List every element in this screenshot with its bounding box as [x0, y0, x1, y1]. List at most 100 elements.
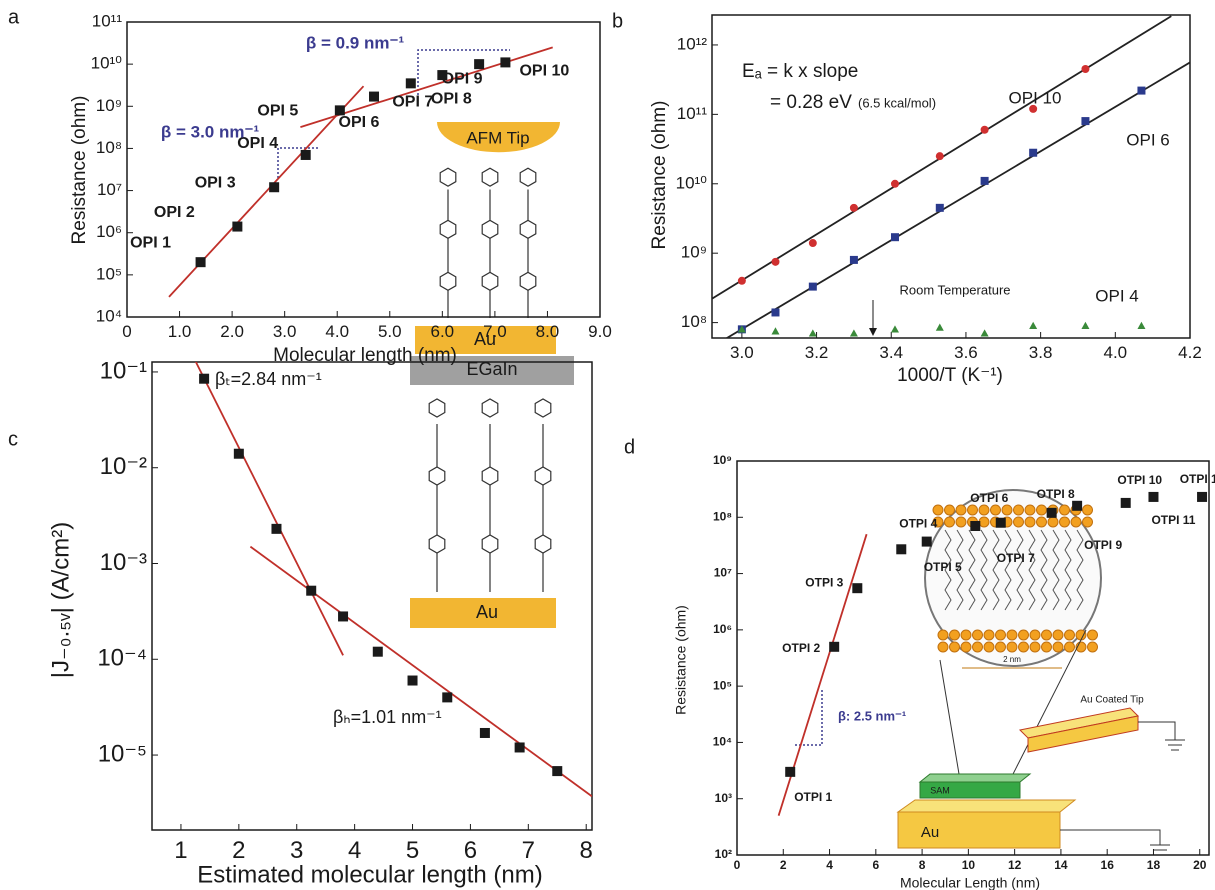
point-label: OPI 4 [237, 135, 278, 152]
y-tick-label: 10³ [715, 791, 732, 805]
annotation: β: 2.5 nm⁻¹ [838, 708, 906, 723]
au-substrate [410, 598, 556, 628]
atom [1052, 629, 1064, 641]
plot-frame [151, 361, 593, 831]
inset-label: 2 nm [1003, 655, 1021, 664]
afm-tip [437, 122, 560, 153]
point [785, 766, 796, 777]
atom [932, 504, 944, 516]
point-label: OPI 1 [130, 234, 171, 251]
atom [1087, 641, 1098, 653]
y-tick-label: 10¹² [677, 34, 708, 53]
annotation: (6.5 kcal/mol) [858, 95, 936, 110]
point-label: OPI 10 [519, 63, 569, 80]
atom [1064, 629, 1075, 641]
chain [992, 529, 1000, 611]
atom [1041, 629, 1052, 641]
wire-ground [1060, 829, 1170, 856]
tip-block [1027, 715, 1139, 753]
atom [949, 629, 960, 641]
chain [1016, 529, 1024, 611]
point-label: OTPI 8 [1037, 487, 1075, 501]
y-tick-label: 10⁴ [96, 306, 122, 325]
zoom-line [1009, 629, 1087, 781]
x-tick-label: 3.2 [805, 343, 829, 362]
y-axis-label: |J₋₀.₅ᵥ| (A/cm²) [47, 522, 74, 678]
point-label: OPI 8 [431, 90, 472, 107]
atom [972, 641, 983, 653]
inset-label: Au [474, 329, 496, 349]
annotation: β = 3.0 nm⁻¹ [161, 122, 260, 141]
fit-line [712, 15, 1172, 300]
guides [277, 49, 823, 746]
y-tick-label: 10⁻⁴ [97, 645, 147, 672]
atom [960, 629, 972, 641]
point-label: OTPI 4 [899, 516, 937, 530]
x-tick-label: 20 [1193, 858, 1207, 872]
atom [1059, 504, 1070, 516]
point-label: OPI 9 [442, 70, 483, 87]
ring [519, 167, 537, 187]
point [1081, 65, 1090, 74]
x-tick-label: 6.0 [431, 322, 455, 341]
point [935, 152, 944, 161]
atom [978, 516, 990, 528]
point [896, 544, 907, 555]
x-tick-label: 12 [1008, 858, 1022, 872]
point [1029, 148, 1038, 157]
x-tick-label: 8 [919, 858, 926, 872]
point-label: OTPI 11 [1151, 513, 1195, 527]
x-tick-label: 2.0 [220, 322, 244, 341]
point [1046, 507, 1057, 518]
point [970, 521, 981, 532]
atom [944, 504, 955, 516]
annotation: βₕ=1.01 nm⁻¹ [333, 707, 442, 727]
atom [1006, 641, 1018, 653]
x-tick-label: 5.0 [378, 322, 402, 341]
plot-frame [711, 14, 1191, 339]
chain [1028, 529, 1036, 611]
atom [937, 629, 949, 641]
atom [960, 641, 972, 653]
atom [1036, 516, 1047, 528]
point [1120, 497, 1131, 508]
panel-letter: b [612, 10, 623, 32]
point [890, 233, 899, 242]
x-axis-label: Estimated molecular length (nm) [197, 861, 542, 888]
ring [481, 466, 499, 486]
y-tick-label: 10⁻² [100, 453, 147, 480]
x-tick-label: 3.6 [954, 343, 978, 362]
chain [1040, 529, 1048, 611]
atom [1013, 504, 1024, 516]
point [306, 585, 317, 596]
x-tick-label: 14 [1054, 858, 1068, 872]
ring [519, 271, 537, 291]
atom [1070, 516, 1082, 528]
point [1137, 86, 1146, 95]
point [980, 125, 989, 134]
point [771, 257, 780, 266]
point-label: OTPI 3 [805, 575, 843, 589]
chain [956, 529, 964, 611]
point [771, 327, 780, 335]
zoom-line [939, 659, 961, 781]
atom [1018, 629, 1029, 641]
y-tick-label: 10⁸ [96, 138, 122, 157]
y-tick-label: 10¹⁰ [676, 173, 708, 192]
point [890, 325, 899, 333]
atom [1024, 516, 1036, 528]
point-label: OTPI 7 [997, 551, 1035, 565]
point [995, 517, 1006, 528]
x-tick-label: 9.0 [588, 322, 612, 341]
ring [439, 167, 457, 187]
inset-label: Au [921, 824, 939, 841]
x-tick-label: 6 [464, 837, 477, 864]
point-label: OTPI 12 [1180, 472, 1215, 486]
point [474, 59, 485, 70]
x-axis-label: Molecular length (nm) [273, 345, 457, 366]
x-tick-label: 4.0 [325, 322, 349, 341]
ring [428, 466, 446, 486]
y-axis-label: Resistance (ohm) [649, 101, 670, 250]
point [849, 203, 858, 212]
